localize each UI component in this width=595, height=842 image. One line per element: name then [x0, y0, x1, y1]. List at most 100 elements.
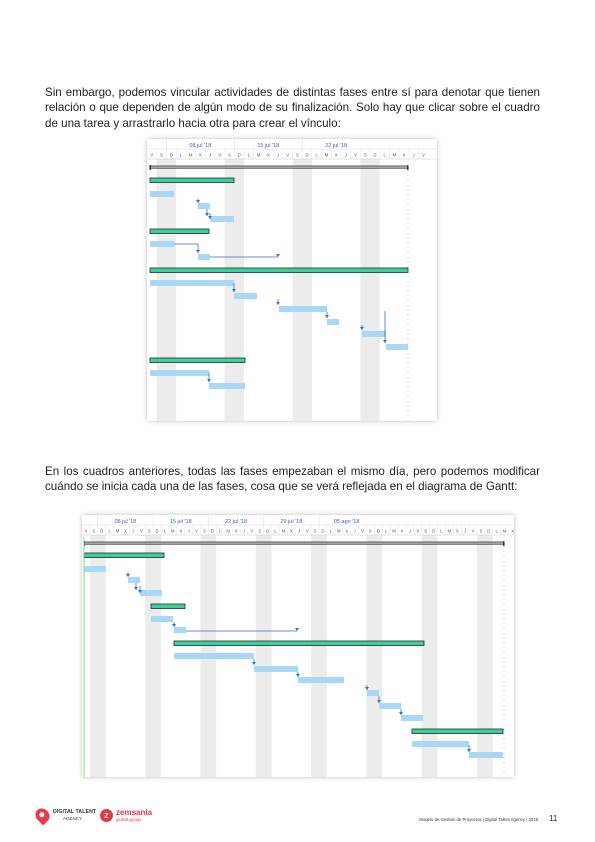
summary-bar [150, 268, 408, 273]
link-arrowhead [205, 213, 209, 216]
link-arrowhead [399, 712, 403, 715]
project-summary-bar [84, 542, 504, 544]
task-bar [469, 752, 503, 758]
day-letter: X [267, 153, 270, 158]
day-letter: S [92, 529, 95, 534]
day-letter: S [160, 153, 163, 158]
day-letter: M [448, 529, 452, 534]
day-letter: X [290, 529, 293, 534]
day-letter: J [409, 529, 411, 534]
link-arrowhead [383, 340, 387, 343]
day-letter: J [243, 529, 245, 534]
task-bar [128, 577, 140, 583]
day-letter: D [211, 529, 214, 534]
day-letter: V [195, 529, 198, 534]
task-bar [150, 191, 174, 197]
day-letter: M [189, 153, 193, 158]
day-letter: V [150, 153, 153, 158]
day-letter: D [377, 529, 380, 534]
day-letter: V [250, 529, 253, 534]
intro-paragraph: Sin embargo, podemos vincular actividade… [45, 85, 540, 132]
link-arrowhead [172, 624, 176, 627]
weekend-shade [264, 535, 272, 777]
link-arrowhead [126, 574, 130, 577]
task-bar [234, 293, 257, 299]
day-letter: D [155, 529, 158, 534]
gantt-chart-shifted-phases: 08 jul '18 15 jul '18 22 jul '18 29 jul '18… [82, 515, 514, 777]
day-letter: M [257, 153, 261, 158]
task-bar [174, 653, 254, 659]
day-letter: S [314, 529, 317, 534]
link-arrowhead [252, 662, 256, 665]
weekend-shade [319, 535, 327, 777]
task-bar [198, 203, 210, 209]
task-bar [279, 306, 327, 312]
day-letter: D [100, 529, 103, 534]
task-bar [412, 741, 469, 747]
weekend-shade [256, 535, 264, 777]
phases-paragraph: En los cuadros anteriores, todas las fas… [45, 464, 540, 495]
summary-bar [150, 358, 245, 363]
week-label: 22 jul '18 [225, 519, 247, 525]
day-letter: V [140, 529, 143, 534]
week-label: 15 jul '18 [257, 143, 279, 149]
day-letter: J [209, 153, 211, 158]
link-arrowhead [196, 200, 200, 203]
day-letter: V [361, 529, 364, 534]
gantt-chart-2-canvas: 08 jul '18 15 jul '18 22 jul '18 29 jul '18… [82, 515, 514, 777]
weekend-shade [485, 535, 493, 777]
day-letter: S [258, 529, 261, 534]
day-letter: S [369, 529, 372, 534]
day-letter: S [203, 529, 206, 534]
week-label: 08 jul '18 [189, 143, 211, 149]
summary-bar [150, 178, 234, 183]
day-letter: M [116, 529, 120, 534]
day-letter: S [148, 529, 151, 534]
logo2-line1: zemsania [116, 808, 152, 817]
day-letter: M [282, 529, 286, 534]
day-letter: J [353, 529, 355, 534]
task-bar [367, 690, 379, 696]
task-bar [298, 677, 344, 683]
task-bar [150, 280, 234, 286]
task-bar [210, 216, 234, 222]
day-letter: S [480, 529, 483, 534]
page-number: 11 [549, 814, 557, 823]
weekend-shade [477, 535, 485, 777]
day-letter: J [464, 529, 466, 534]
day-letter: J [132, 529, 134, 534]
day-letter: S [228, 153, 231, 158]
day-letter: S [364, 153, 367, 158]
day-letter: X [511, 529, 514, 534]
day-letter: V [416, 529, 419, 534]
task-bar [151, 616, 173, 622]
day-letter: X [124, 529, 127, 534]
day-letter: X [345, 529, 348, 534]
weekend-shade [234, 159, 244, 421]
day-letter: J [345, 153, 347, 158]
day-letter: X [179, 529, 182, 534]
day-letter: D [305, 153, 308, 158]
task-bar [198, 254, 210, 260]
task-bar [254, 666, 298, 672]
link-arrowhead [467, 749, 471, 752]
day-letter: D [487, 529, 490, 534]
link-arrowhead [295, 628, 299, 631]
task-bar [401, 715, 423, 721]
day-letter: M [393, 153, 397, 158]
project-summary-bar [150, 166, 408, 168]
weekend-shade [430, 535, 438, 777]
link-arrowhead [325, 315, 329, 318]
day-letter: X [335, 153, 338, 158]
day-letter: D [266, 529, 269, 534]
weekend-shade [374, 535, 382, 777]
summary-bar [151, 604, 185, 609]
task-bar [209, 383, 245, 389]
task-bar [362, 331, 386, 337]
summary-bar [84, 553, 164, 558]
project-bar-cap [150, 165, 151, 170]
summary-bar [412, 729, 503, 734]
day-letter: D [170, 153, 173, 158]
weekend-shade [311, 535, 319, 777]
week-label: 15 jul '18 [170, 519, 192, 525]
